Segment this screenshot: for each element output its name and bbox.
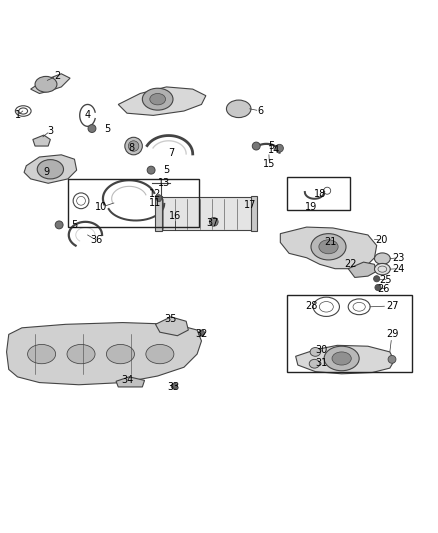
- Text: 6: 6: [258, 106, 264, 116]
- Ellipse shape: [55, 221, 63, 229]
- Ellipse shape: [28, 344, 56, 364]
- Ellipse shape: [209, 217, 218, 226]
- Ellipse shape: [156, 195, 162, 201]
- Text: 15: 15: [263, 159, 276, 168]
- Text: 9: 9: [43, 167, 49, 177]
- Ellipse shape: [147, 166, 155, 174]
- Text: 26: 26: [377, 284, 389, 294]
- Text: 31: 31: [316, 358, 328, 368]
- Bar: [287, 295, 412, 373]
- Text: 10: 10: [95, 203, 107, 212]
- Text: 7: 7: [168, 148, 174, 158]
- Text: 5: 5: [268, 141, 275, 151]
- Text: 30: 30: [316, 345, 328, 355]
- Polygon shape: [31, 74, 70, 93]
- Polygon shape: [118, 87, 206, 115]
- Polygon shape: [33, 135, 50, 146]
- Ellipse shape: [88, 125, 96, 133]
- Text: 18: 18: [314, 189, 326, 199]
- Ellipse shape: [35, 76, 57, 92]
- Text: 4: 4: [85, 110, 91, 120]
- Polygon shape: [116, 377, 145, 387]
- Text: 32: 32: [195, 329, 208, 340]
- Polygon shape: [280, 227, 377, 269]
- Text: 24: 24: [392, 264, 405, 273]
- Polygon shape: [155, 317, 188, 336]
- Ellipse shape: [106, 344, 134, 364]
- Text: 28: 28: [305, 301, 317, 311]
- Text: 25: 25: [379, 274, 392, 285]
- Ellipse shape: [171, 383, 177, 389]
- Ellipse shape: [374, 263, 390, 275]
- Text: 35: 35: [165, 314, 177, 324]
- Text: 5: 5: [104, 124, 110, 134]
- Text: 5: 5: [163, 165, 170, 175]
- Polygon shape: [24, 155, 77, 183]
- Ellipse shape: [310, 348, 321, 356]
- Text: 16: 16: [169, 211, 181, 221]
- Polygon shape: [7, 322, 201, 385]
- Ellipse shape: [374, 276, 380, 282]
- Ellipse shape: [309, 359, 320, 368]
- Bar: [68, 179, 199, 227]
- Text: 20: 20: [375, 235, 387, 245]
- Ellipse shape: [276, 144, 283, 152]
- Ellipse shape: [324, 346, 359, 371]
- Text: 29: 29: [386, 329, 398, 340]
- Ellipse shape: [226, 100, 251, 118]
- Bar: [160, 197, 252, 230]
- Ellipse shape: [150, 93, 166, 105]
- Text: 36: 36: [90, 235, 102, 245]
- Polygon shape: [296, 345, 394, 374]
- Ellipse shape: [37, 159, 64, 179]
- Bar: [251, 196, 257, 231]
- Bar: [287, 177, 350, 209]
- Text: 5: 5: [71, 220, 78, 230]
- Text: 37: 37: [206, 217, 219, 228]
- Ellipse shape: [252, 142, 260, 150]
- Ellipse shape: [332, 352, 351, 365]
- Text: 14: 14: [268, 146, 280, 156]
- Text: 33: 33: [167, 382, 179, 392]
- Ellipse shape: [374, 253, 390, 264]
- Ellipse shape: [125, 138, 142, 155]
- Ellipse shape: [319, 240, 338, 254]
- Ellipse shape: [375, 285, 381, 290]
- Ellipse shape: [388, 356, 396, 364]
- Text: 12: 12: [149, 189, 162, 199]
- Text: 17: 17: [244, 200, 256, 210]
- Text: 11: 11: [149, 198, 162, 208]
- Text: 1: 1: [14, 110, 21, 120]
- Text: 19: 19: [305, 203, 317, 212]
- Ellipse shape: [128, 141, 139, 151]
- Text: 21: 21: [325, 237, 337, 247]
- Text: 13: 13: [158, 178, 170, 188]
- Ellipse shape: [146, 344, 174, 364]
- Ellipse shape: [67, 344, 95, 364]
- Bar: [155, 196, 162, 231]
- Ellipse shape: [198, 330, 205, 336]
- Polygon shape: [348, 262, 376, 278]
- Text: 22: 22: [344, 260, 357, 269]
- Text: 27: 27: [386, 301, 398, 311]
- Ellipse shape: [311, 233, 346, 260]
- Text: 3: 3: [47, 126, 53, 136]
- Text: 34: 34: [121, 375, 133, 385]
- Text: 8: 8: [128, 143, 134, 154]
- Ellipse shape: [142, 88, 173, 110]
- Text: 2: 2: [54, 71, 60, 81]
- Text: 23: 23: [392, 253, 405, 263]
